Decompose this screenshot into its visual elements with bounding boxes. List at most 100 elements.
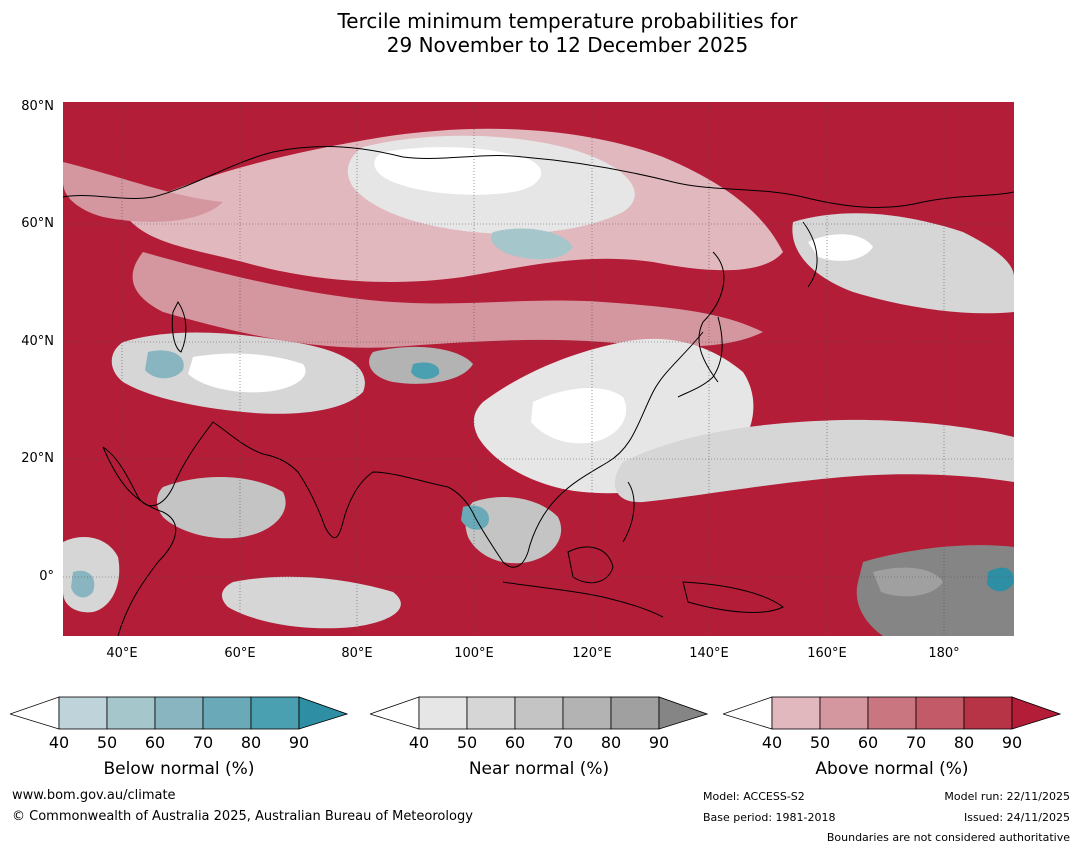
map-title: Tercile minimum temperature probabilitie…	[0, 9, 1081, 57]
probability-map	[63, 102, 1014, 636]
region-equatorial-pacific-mid	[873, 567, 943, 597]
cbar-below-seg-1	[58, 696, 108, 730]
cbar-near-seg-2	[466, 696, 516, 730]
cbar-near-tick: 70	[552, 733, 574, 752]
cbar-below-seg-3	[154, 696, 204, 730]
cbar-near-seg-0	[370, 696, 420, 730]
lon-label-60e: 60°E	[224, 646, 256, 661]
cbar-below-tick: 50	[96, 733, 118, 752]
cbar-below-seg-4	[202, 696, 252, 730]
footer-base-period: Base period: 1981-2018	[703, 811, 836, 824]
footer-boundaries: Boundaries are not considered authoritat…	[826, 831, 1070, 844]
cbar-near-tick: 60	[504, 733, 526, 752]
lon-label-180: 180°	[928, 646, 960, 661]
coast-caspian	[171, 301, 187, 353]
lat-label-40n: 40°N	[21, 334, 54, 349]
region-arctic-light	[63, 162, 223, 222]
region-central-asia-below	[145, 350, 184, 379]
lon-label-100e: 100°E	[454, 646, 494, 661]
region-equatorial-pacific-near	[856, 545, 1014, 636]
cbar-above-seg-3	[867, 696, 917, 730]
cbar-near-seg-5	[610, 696, 660, 730]
coast-africa-horn	[102, 446, 177, 636]
cbar-near-title: Near normal (%)	[468, 759, 610, 779]
title-line-1: Tercile minimum temperature probabilitie…	[337, 9, 798, 33]
coast-pacific-russia	[698, 251, 725, 383]
region-tibet-below	[411, 362, 440, 380]
region-indian-ocean-near	[221, 576, 401, 629]
region-arabian-sea-near	[157, 476, 286, 539]
gridlines	[63, 102, 1014, 636]
cbar-below-tick: 70	[192, 733, 214, 752]
region-pacific-below	[987, 567, 1014, 592]
cbar-near-seg-3	[514, 696, 564, 730]
cbar-above-seg-6	[1011, 696, 1061, 730]
cbar-above-tick: 60	[857, 733, 879, 752]
lon-label-40e: 40°E	[106, 646, 138, 661]
region-siberia-mid	[132, 252, 763, 348]
region-siberia-white	[374, 147, 542, 195]
coast-new-guinea	[682, 581, 784, 613]
cbar-above-tick: 70	[905, 733, 927, 752]
region-china-white	[531, 387, 627, 444]
coast-europe-arctic	[63, 146, 1014, 208]
footer-model-run: Model run: 22/11/2025	[944, 790, 1070, 803]
lon-label-120e: 120°E	[572, 646, 612, 661]
region-pacific-near-band	[614, 419, 1014, 503]
region-seasia-near	[465, 497, 562, 564]
cbar-below-seg-6	[298, 696, 348, 730]
cbar-below-tick: 60	[144, 733, 166, 752]
region-siberia-below	[491, 228, 573, 260]
lat-label-60n: 60°N	[21, 216, 54, 231]
cbar-near-tick: 90	[648, 733, 670, 752]
cbar-above-seg-2	[819, 696, 869, 730]
map-canvas	[63, 102, 1014, 636]
title-line-2: 29 November to 12 December 2025	[386, 33, 749, 57]
lon-label-140e: 140°E	[689, 646, 729, 661]
colorbar-above	[723, 696, 1061, 730]
cbar-above-seg-5	[963, 696, 1013, 730]
coast-borneo	[567, 546, 614, 584]
cbar-below-tick: 40	[48, 733, 70, 752]
region-kamchatka-white	[808, 234, 873, 261]
cbar-near-tick: 40	[408, 733, 430, 752]
lat-label-20n: 20°N	[21, 451, 54, 466]
coast-philippines	[622, 481, 635, 543]
coast-kamchatka	[802, 221, 818, 288]
coast-indonesia	[502, 581, 664, 618]
coast-china-east	[557, 331, 704, 498]
coastlines	[63, 146, 1014, 636]
coast-indochina	[447, 486, 559, 568]
footer-model: Model: ACCESS-S2	[703, 790, 805, 803]
cbar-near-seg-1	[418, 696, 468, 730]
cbar-above-tick: 90	[1001, 733, 1023, 752]
colorbar-near	[370, 696, 708, 730]
cbar-near-seg-6	[658, 696, 708, 730]
footer-website: www.bom.gov.au/climate	[12, 788, 176, 803]
cbar-above-tick: 80	[953, 733, 975, 752]
cbar-below-title: Below normal (%)	[103, 759, 255, 779]
cbar-below-tick: 80	[240, 733, 262, 752]
cbar-near-tick: 80	[600, 733, 622, 752]
cbar-near-seg-4	[562, 696, 612, 730]
cbar-near-tick: 50	[456, 733, 478, 752]
region-central-asia-white	[188, 353, 306, 393]
cbar-below-tick: 90	[288, 733, 310, 752]
coast-japan	[677, 316, 723, 398]
cbar-above-seg-1	[771, 696, 821, 730]
lat-label-80n: 80°N	[21, 99, 54, 114]
coast-india	[262, 453, 449, 539]
cbar-below-seg-5	[250, 696, 300, 730]
cbar-below-seg-2	[106, 696, 156, 730]
cbar-above-seg-4	[915, 696, 965, 730]
footer-copyright: © Commonwealth of Australia 2025, Austra…	[12, 809, 473, 824]
cbar-above-seg-0	[723, 696, 773, 730]
cbar-above-title: Above normal (%)	[815, 759, 969, 779]
lon-label-160e: 160°E	[807, 646, 847, 661]
region-africa-below	[71, 570, 95, 598]
footer-issued: Issued: 24/11/2025	[963, 811, 1070, 824]
colorbar-below	[10, 696, 348, 730]
cbar-above-tick: 50	[809, 733, 831, 752]
cbar-below-seg-0	[10, 696, 60, 730]
lon-label-80e: 80°E	[341, 646, 373, 661]
